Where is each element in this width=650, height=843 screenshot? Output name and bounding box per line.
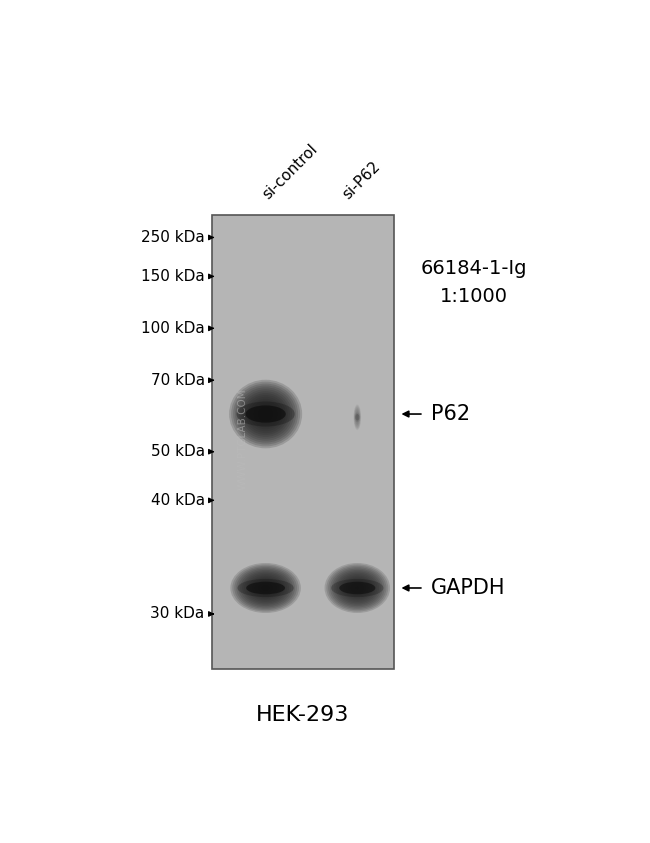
Ellipse shape: [250, 399, 282, 429]
Ellipse shape: [229, 379, 302, 448]
Ellipse shape: [250, 577, 281, 599]
Ellipse shape: [242, 572, 289, 604]
Text: WWW.PTGLAB.COM: WWW.PTGLAB.COM: [237, 388, 248, 490]
Ellipse shape: [235, 385, 296, 443]
Ellipse shape: [335, 572, 379, 604]
Text: 40 kDa: 40 kDa: [151, 493, 205, 507]
Ellipse shape: [236, 567, 295, 609]
Ellipse shape: [331, 579, 384, 597]
Ellipse shape: [339, 582, 375, 594]
Ellipse shape: [339, 574, 376, 602]
Text: 150 kDa: 150 kDa: [141, 269, 205, 284]
Ellipse shape: [243, 393, 288, 435]
Text: GAPDH: GAPDH: [432, 578, 506, 598]
Ellipse shape: [231, 382, 300, 447]
Ellipse shape: [234, 566, 297, 610]
Text: 70 kDa: 70 kDa: [151, 373, 205, 388]
Ellipse shape: [244, 572, 287, 604]
Text: 100 kDa: 100 kDa: [141, 321, 205, 336]
Ellipse shape: [241, 391, 290, 437]
Ellipse shape: [354, 412, 360, 422]
Ellipse shape: [343, 577, 372, 599]
Ellipse shape: [252, 578, 280, 598]
Ellipse shape: [230, 563, 301, 613]
Ellipse shape: [246, 405, 286, 422]
Text: 30 kDa: 30 kDa: [150, 606, 205, 621]
Ellipse shape: [232, 565, 299, 611]
Ellipse shape: [237, 388, 294, 441]
Ellipse shape: [233, 384, 298, 444]
Ellipse shape: [356, 414, 359, 421]
Text: 50 kDa: 50 kDa: [151, 444, 205, 459]
Ellipse shape: [246, 582, 285, 594]
Ellipse shape: [248, 576, 283, 600]
Ellipse shape: [248, 397, 284, 431]
Bar: [212, 215, 393, 669]
Ellipse shape: [326, 565, 388, 611]
Ellipse shape: [341, 576, 374, 600]
Text: 66184-1-Ig
1:1000: 66184-1-Ig 1:1000: [421, 260, 527, 306]
Ellipse shape: [238, 568, 293, 608]
Text: HEK-293: HEK-293: [256, 705, 350, 725]
Ellipse shape: [246, 574, 285, 602]
Ellipse shape: [245, 395, 286, 433]
Ellipse shape: [239, 389, 292, 439]
Ellipse shape: [337, 572, 377, 604]
Ellipse shape: [237, 579, 294, 597]
Ellipse shape: [324, 563, 390, 613]
Ellipse shape: [237, 401, 295, 427]
Ellipse shape: [333, 570, 381, 606]
Text: si-control: si-control: [259, 141, 320, 201]
Ellipse shape: [344, 578, 370, 598]
Ellipse shape: [332, 568, 383, 608]
Ellipse shape: [252, 400, 280, 427]
Ellipse shape: [254, 403, 278, 426]
Text: P62: P62: [432, 404, 471, 424]
Text: 250 kDa: 250 kDa: [141, 230, 205, 245]
Ellipse shape: [330, 567, 385, 609]
Text: si-P62: si-P62: [340, 158, 383, 201]
Ellipse shape: [328, 566, 386, 610]
Ellipse shape: [240, 570, 291, 606]
